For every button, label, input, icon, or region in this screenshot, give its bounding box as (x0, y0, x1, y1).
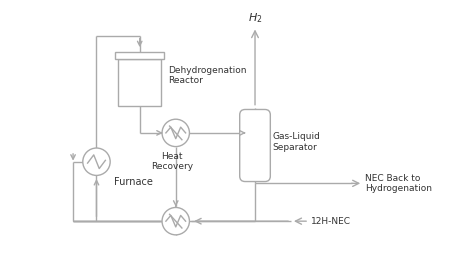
Circle shape (162, 119, 190, 147)
Text: NEC Back to
Hydrogenation: NEC Back to Hydrogenation (365, 174, 432, 193)
Circle shape (83, 148, 110, 176)
Text: 12H-NEC: 12H-NEC (311, 217, 351, 226)
Text: Gas-Liquid
Separator: Gas-Liquid Separator (272, 132, 320, 152)
FancyBboxPatch shape (240, 109, 270, 182)
Text: Dehydrogenation
Reactor: Dehydrogenation Reactor (169, 66, 247, 85)
Text: Furnace: Furnace (114, 177, 153, 187)
Text: $H_2$: $H_2$ (248, 11, 262, 25)
Circle shape (162, 207, 190, 235)
Polygon shape (115, 52, 164, 59)
Text: Heat
Recovery: Heat Recovery (151, 152, 193, 171)
Polygon shape (118, 59, 161, 106)
